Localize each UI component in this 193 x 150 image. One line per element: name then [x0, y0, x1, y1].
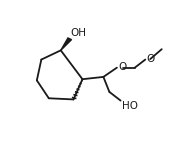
Text: HO: HO: [122, 101, 138, 111]
Polygon shape: [61, 38, 72, 50]
Text: O: O: [146, 54, 154, 64]
Text: O: O: [118, 62, 126, 72]
Text: OH: OH: [70, 28, 86, 38]
